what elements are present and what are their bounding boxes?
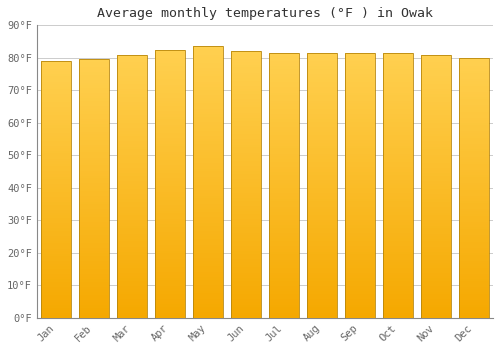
Bar: [345, 53, 375, 318]
Bar: [192, 47, 223, 318]
Bar: [116, 55, 147, 318]
Bar: [307, 53, 337, 318]
Bar: [383, 53, 413, 318]
Bar: [40, 61, 71, 318]
Bar: [78, 60, 109, 318]
Title: Average monthly temperatures (°F ) in Owak: Average monthly temperatures (°F ) in Ow…: [97, 7, 433, 20]
Bar: [268, 53, 299, 318]
Bar: [421, 55, 451, 318]
Bar: [459, 58, 490, 318]
Bar: [154, 50, 185, 318]
Bar: [230, 51, 261, 318]
